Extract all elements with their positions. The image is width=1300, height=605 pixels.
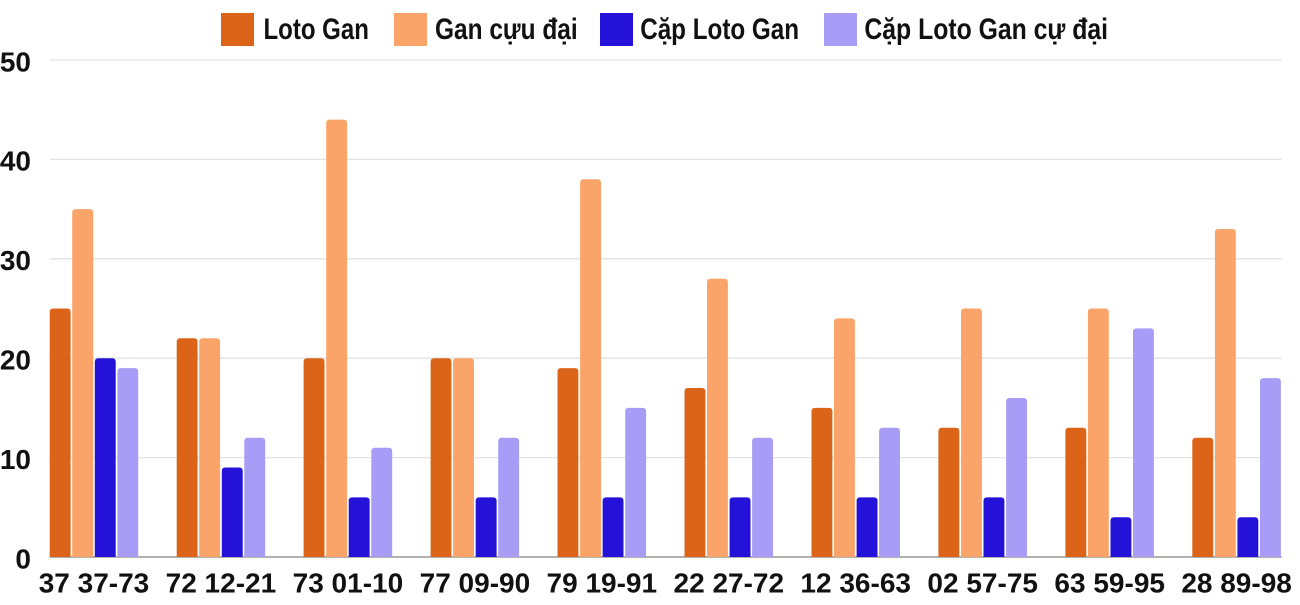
- svg-text:20: 20: [0, 345, 31, 376]
- svg-text:28 89-98: 28 89-98: [1181, 568, 1292, 599]
- svg-text:0: 0: [15, 543, 31, 574]
- svg-text:Cặp Loto Gan cự đại: Cặp Loto Gan cự đại: [864, 12, 1108, 46]
- svg-text:12 36-63: 12 36-63: [800, 568, 911, 599]
- svg-text:10: 10: [0, 444, 31, 475]
- svg-text:77 09-90: 77 09-90: [420, 568, 531, 599]
- svg-text:50: 50: [0, 46, 31, 77]
- svg-text:Loto Gan: Loto Gan: [264, 11, 369, 45]
- svg-text:37 37-73: 37 37-73: [39, 568, 150, 599]
- svg-text:Gan cựu đại: Gan cựu đại: [435, 11, 578, 45]
- svg-text:02 57-75: 02 57-75: [927, 568, 1038, 599]
- svg-text:79 19-91: 79 19-91: [547, 568, 658, 599]
- svg-text:40: 40: [0, 146, 31, 177]
- svg-text:22 27-72: 22 27-72: [674, 568, 785, 599]
- svg-text:72 12-21: 72 12-21: [166, 568, 277, 599]
- svg-text:73 01-10: 73 01-10: [293, 568, 404, 599]
- svg-text:30: 30: [0, 245, 31, 276]
- svg-text:Cặp Loto Gan: Cặp Loto Gan: [640, 11, 799, 45]
- svg-text:63 59-95: 63 59-95: [1054, 568, 1165, 599]
